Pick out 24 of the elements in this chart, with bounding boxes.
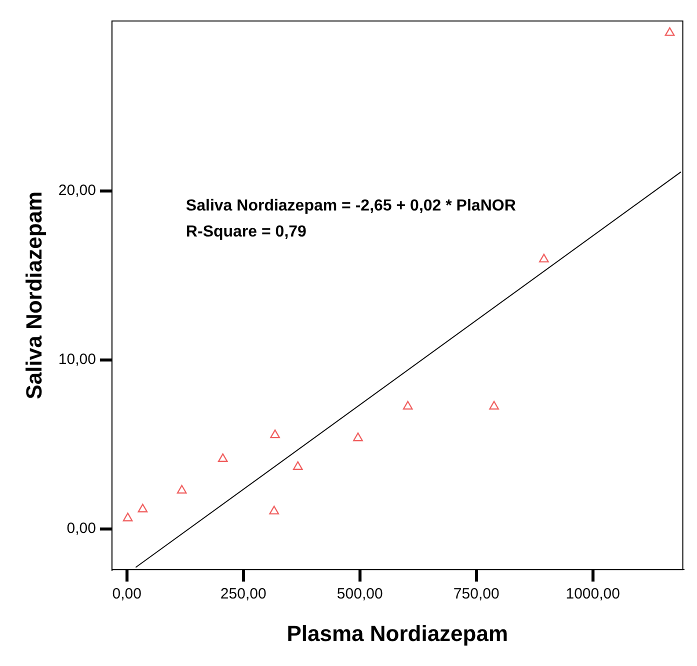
- x-tick-label: 1000,00: [566, 586, 620, 603]
- annotation: R-Square = 0,79: [186, 223, 307, 240]
- point: [176, 484, 187, 494]
- x-tick-label: 750,00: [453, 586, 500, 603]
- annotation: Saliva Nordiazepam = -2,65 + 0,02 * PlaNOR: [186, 197, 516, 214]
- x-axis-title: Plasma Nordiazepam: [286, 620, 508, 646]
- point: [270, 429, 280, 438]
- point: [402, 400, 413, 410]
- x-tick-label: 250,00: [220, 586, 266, 603]
- point: [353, 432, 363, 442]
- y-tick-label: 0,00: [66, 520, 96, 538]
- point: [138, 504, 148, 512]
- point: [269, 506, 280, 514]
- point: [539, 254, 549, 262]
- point: [218, 453, 228, 462]
- y-tick-label: 10,00: [58, 351, 96, 368]
- x-tick-label: 500,00: [336, 586, 383, 603]
- point: [664, 27, 675, 36]
- y-axis-title: Saliva Nordiazepam: [21, 191, 46, 400]
- x-tick-label: 0,00: [112, 586, 142, 603]
- y-tick-label: 20,00: [58, 182, 96, 200]
- point: [292, 461, 303, 470]
- point: [122, 512, 133, 522]
- point: [489, 400, 499, 410]
